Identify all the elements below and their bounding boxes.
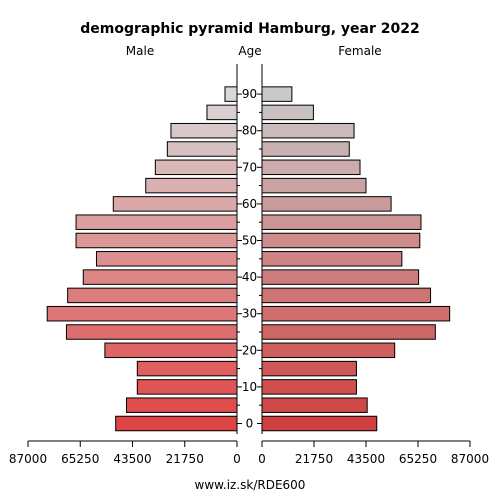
female-bar-70-74 <box>261 159 361 176</box>
chart-title: demographic pyramid Hamburg, year 2022 <box>80 21 420 37</box>
age-tick-label: 10 <box>242 380 257 394</box>
source-footer: www.iz.sk/RDE600 <box>195 478 306 492</box>
age-tick-label: 0 <box>246 417 254 431</box>
age-axis: 0 10 20 30 40 50 60 70 80 90 <box>236 64 263 434</box>
male-bar-25-29 <box>65 324 238 340</box>
male-bar-0-4 <box>115 415 238 432</box>
female-bar-80-84 <box>261 122 355 139</box>
female-bar-10-14 <box>261 379 357 395</box>
female-bar-15-19 <box>261 360 357 377</box>
female-value-axis: 0 21750 43500 65250 87000 <box>258 440 489 466</box>
male-bar-20-24 <box>104 342 238 359</box>
age-tick-label: 40 <box>242 270 257 284</box>
female-bar-50-54 <box>261 232 421 249</box>
male-bar-15-19 <box>136 360 238 377</box>
female-bar-85-89 <box>261 104 314 121</box>
male-bar-60-64 <box>112 196 238 212</box>
female-label: Female <box>338 44 381 58</box>
age-tick-label: 20 <box>242 343 257 357</box>
male-bar-75-79 <box>166 141 238 157</box>
age-tick-label: 30 <box>242 307 257 321</box>
male-bar-55-59 <box>75 214 238 230</box>
age-tick-label: 90 <box>242 87 257 101</box>
male-bars <box>46 86 238 432</box>
female-bars <box>261 86 451 432</box>
female-bar-75-79 <box>261 141 350 157</box>
female-bar-20-24 <box>261 342 396 359</box>
female-axis-tick-label: 43500 <box>347 452 385 466</box>
age-label: Age <box>238 44 261 58</box>
male-bar-5-9 <box>125 397 238 413</box>
male-axis-tick-label: 0 <box>233 452 241 466</box>
male-label: Male <box>126 44 154 58</box>
female-bar-55-59 <box>261 214 422 230</box>
male-bar-65-69 <box>145 177 238 194</box>
male-axis-tick-label: 21750 <box>166 452 204 466</box>
male-bar-30-34 <box>46 305 238 322</box>
female-axis-tick-label: 21750 <box>295 452 333 466</box>
age-tick-label: 80 <box>242 124 257 138</box>
age-tick-label: 60 <box>242 197 257 211</box>
female-bar-5-9 <box>261 397 368 413</box>
age-tick-label: 70 <box>242 160 257 174</box>
female-bar-65-69 <box>261 177 367 194</box>
male-axis-tick-label: 65250 <box>61 452 99 466</box>
male-axis-tick-label: 43500 <box>113 452 151 466</box>
female-bar-35-39 <box>261 287 432 304</box>
male-bar-35-39 <box>67 287 238 304</box>
female-axis-tick-label: 87000 <box>451 452 489 466</box>
female-bar-0-4 <box>261 415 378 432</box>
female-bar-40-44 <box>261 269 420 285</box>
female-bar-25-29 <box>261 324 436 340</box>
male-bar-70-74 <box>154 159 238 176</box>
female-bar-60-64 <box>261 196 392 212</box>
male-value-axis: 0 21750 43500 65250 87000 <box>9 440 241 466</box>
male-bar-10-14 <box>136 379 238 395</box>
female-axis-tick-label: 65250 <box>399 452 437 466</box>
female-bar-45-49 <box>261 251 403 267</box>
female-bar-30-34 <box>261 305 451 322</box>
male-axis-tick-label: 87000 <box>9 452 47 466</box>
male-bar-90+ <box>224 86 238 102</box>
male-bar-45-49 <box>95 251 238 267</box>
male-bar-85-89 <box>206 104 238 121</box>
female-bar-90+ <box>261 86 293 102</box>
female-axis-tick-label: 0 <box>258 452 266 466</box>
age-tick-label: 50 <box>242 234 257 248</box>
male-bar-40-44 <box>82 269 238 285</box>
male-bar-50-54 <box>75 232 238 249</box>
male-bar-80-84 <box>170 122 238 139</box>
